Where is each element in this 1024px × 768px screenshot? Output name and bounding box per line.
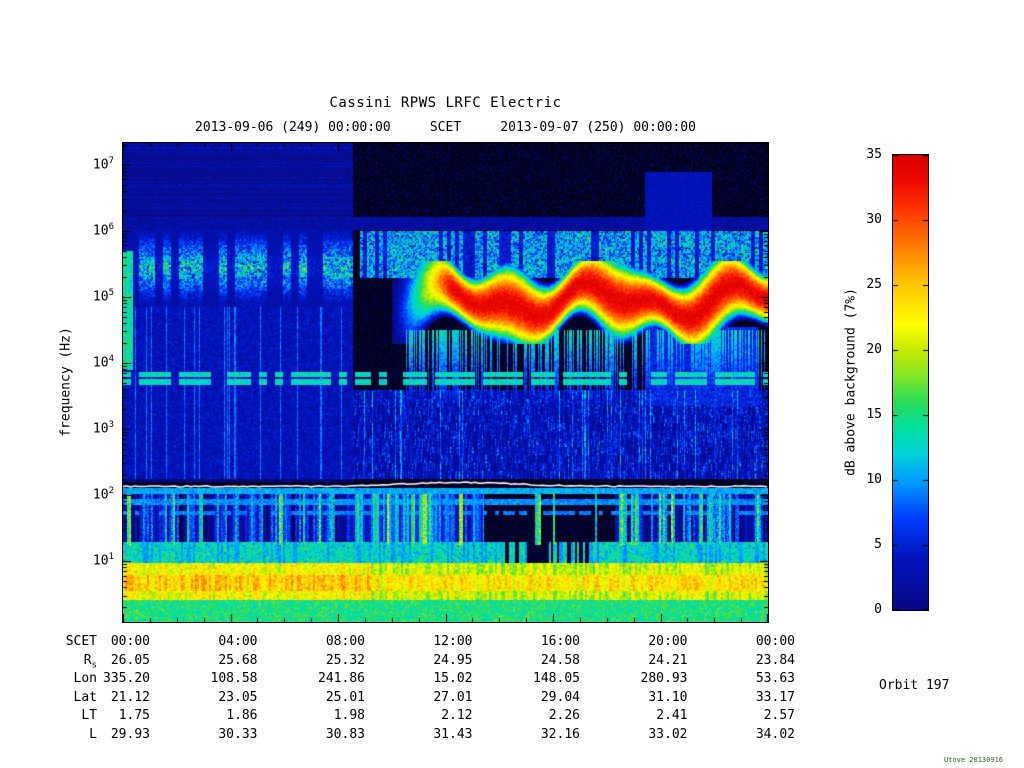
ephemeris-cell: 1.98 bbox=[333, 708, 365, 723]
generation-stamp: Utove 20130916 bbox=[944, 756, 1004, 764]
colorbar-label: dB above background (7%) bbox=[843, 288, 859, 476]
ephemeris-cell: 30.33 bbox=[218, 726, 258, 742]
colorbar-tick-label: 15 bbox=[866, 407, 882, 422]
ephemeris-cell: 25.32 bbox=[325, 652, 365, 668]
ephemeris-cell: 2.26 bbox=[548, 708, 580, 723]
ephemeris-cell: 26.05 bbox=[110, 652, 150, 668]
ephemeris-cell: 34.02 bbox=[755, 726, 795, 742]
ephemeris-cell: 00:00 bbox=[110, 634, 150, 649]
ephemeris-cell: 2.57 bbox=[763, 708, 795, 723]
ephemeris-row-label-lon: Lon bbox=[73, 671, 97, 686]
y-tick-label: 106 bbox=[92, 221, 114, 239]
ephemeris-cell: 280.93 bbox=[640, 671, 688, 686]
ephemeris-row-label-lat: Lat bbox=[73, 689, 97, 705]
ephemeris-cell: 335.20 bbox=[103, 671, 150, 686]
ephemeris-cell: 27.01 bbox=[433, 689, 473, 705]
ephemeris-cell: 23.05 bbox=[218, 689, 258, 705]
ephemeris-cell: 23.84 bbox=[755, 652, 795, 668]
ephemeris-row-label-l: L bbox=[89, 726, 97, 742]
ephemeris-cell: 00:00 bbox=[755, 634, 795, 649]
plot-frame bbox=[122, 142, 769, 623]
colorbar-tick-label: 5 bbox=[874, 537, 882, 552]
colorbar-tick-label: 10 bbox=[866, 472, 882, 487]
colorbar-tick-label: 35 bbox=[866, 147, 882, 162]
ephemeris-cell: 21.12 bbox=[110, 689, 150, 705]
ephemeris-row-label-lt: LT bbox=[81, 708, 97, 723]
ephemeris-cell: 33.17 bbox=[755, 689, 795, 705]
y-tick-label: 105 bbox=[92, 287, 114, 305]
ephemeris-cell: 33.02 bbox=[648, 726, 688, 742]
colorbar-tick-label: 0 bbox=[874, 602, 882, 617]
ephemeris-cell: 53.63 bbox=[755, 671, 795, 686]
ephemeris-cell: 1.75 bbox=[118, 708, 150, 723]
ephemeris-cell: 241.86 bbox=[318, 671, 365, 686]
ephemeris-cell: 08:00 bbox=[325, 634, 365, 649]
spectrogram-canvas bbox=[123, 143, 768, 622]
ephemeris-cell: 24.58 bbox=[540, 652, 580, 668]
orbit-label: Orbit 197 bbox=[879, 678, 950, 693]
ephemeris-cell: 1.86 bbox=[226, 708, 258, 723]
ephemeris-cell: 16:00 bbox=[540, 634, 580, 649]
colorbar-frame bbox=[892, 154, 929, 611]
ephemeris-cell: 29.04 bbox=[540, 689, 580, 705]
ephemeris-cell: 148.05 bbox=[533, 671, 580, 686]
ephemeris-cell: 32.16 bbox=[540, 726, 580, 742]
y-tick-label: 102 bbox=[92, 485, 114, 503]
y-tick-label: 107 bbox=[92, 155, 114, 173]
ephemeris-cell: 04:00 bbox=[218, 634, 258, 649]
y-tick-label: 101 bbox=[92, 551, 114, 569]
ephemeris-cell: 29.93 bbox=[110, 726, 150, 742]
ephemeris-cell: 2.12 bbox=[441, 708, 473, 723]
ephemeris-cell: 24.21 bbox=[648, 652, 688, 668]
ephemeris-cell: 24.95 bbox=[433, 652, 473, 668]
colorbar-tick-label: 25 bbox=[866, 277, 882, 292]
colorbar-tick-label: 30 bbox=[866, 212, 882, 227]
colorbar-canvas bbox=[893, 155, 928, 610]
ephemeris-cell: 12:00 bbox=[433, 634, 473, 649]
y-tick-label: 104 bbox=[92, 353, 114, 371]
chart-title: Cassini RPWS LRFC Electric bbox=[329, 95, 562, 111]
ephemeris-cell: 2.41 bbox=[656, 708, 688, 723]
ephemeris-cell: 25.68 bbox=[218, 652, 258, 668]
ephemeris-cell: 31.43 bbox=[433, 726, 473, 742]
ephemeris-cell: 30.83 bbox=[325, 726, 365, 742]
ephemeris-cell: 31.10 bbox=[648, 689, 688, 705]
ephemeris-cell: 108.58 bbox=[210, 671, 258, 686]
ephemeris-cell: 20:00 bbox=[648, 634, 688, 649]
ephemeris-row-label-rs: Rs bbox=[83, 652, 97, 671]
ephemeris-cell: 15.02 bbox=[433, 671, 473, 686]
ephemeris-cell: 25.01 bbox=[325, 689, 365, 705]
colorbar-tick-label: 20 bbox=[866, 342, 882, 357]
y-tick-label: 103 bbox=[92, 419, 114, 437]
ephemeris-row-label-scet: SCET bbox=[65, 634, 97, 649]
chart-subtitle: 2013-09-06 (249) 00:00:00 SCET 2013-09-0… bbox=[195, 120, 696, 135]
